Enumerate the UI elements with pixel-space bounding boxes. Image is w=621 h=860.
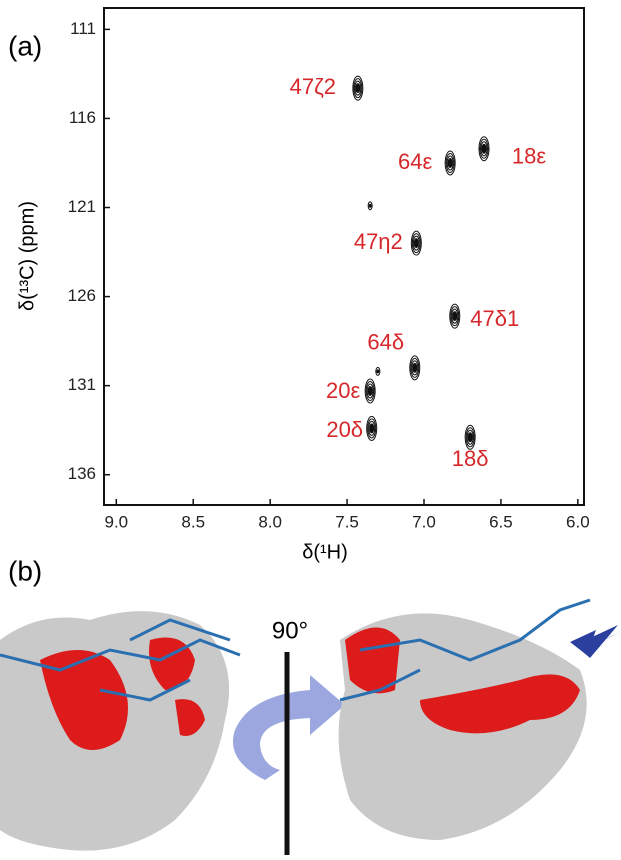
contour	[368, 386, 372, 395]
peak-label: 18δ	[452, 446, 489, 471]
contour	[414, 239, 418, 248]
y-tick-label: 116	[69, 108, 96, 127]
contour	[370, 424, 374, 433]
peak-label: 64ε	[398, 149, 432, 174]
y-tick-label: 121	[68, 197, 96, 216]
panel-label: (a)	[8, 30, 42, 61]
peak-label: 20ε	[326, 378, 360, 403]
peak	[376, 367, 380, 375]
contour	[482, 144, 486, 153]
peak	[410, 356, 420, 380]
peak	[411, 231, 421, 255]
contour	[377, 370, 379, 373]
y-tick-label: 126	[68, 286, 96, 305]
y-tick-label: 136	[68, 464, 96, 483]
y-axis-label: δ(¹³C) (ppm)	[16, 201, 38, 311]
y-tick-label: 131	[68, 375, 96, 394]
molecule-left	[0, 611, 240, 851]
x-tick-label: 7.0	[412, 512, 436, 531]
rotation-label: 90°	[272, 617, 308, 644]
panel-label: (b)	[8, 555, 42, 586]
peak-label: 18ε	[512, 144, 546, 169]
contour	[448, 158, 452, 167]
y-tick-label: 111	[70, 19, 96, 38]
peak-label: 47η2	[354, 229, 403, 254]
contour	[356, 84, 360, 93]
contour	[468, 433, 472, 442]
peak-label: 47ζ2	[290, 74, 336, 99]
peak	[365, 379, 375, 403]
x-tick-label: 6.5	[489, 512, 513, 531]
page: {"panels": {"a": "(a)", "b": "(b)"}, "ch…	[0, 0, 621, 860]
x-tick-label: 8.0	[258, 512, 282, 531]
peak	[353, 76, 363, 100]
x-tick-label: 9.0	[104, 512, 128, 531]
peak-label: 47δ1	[470, 306, 519, 331]
peak	[450, 304, 460, 328]
peak	[445, 151, 455, 175]
molecule-right	[339, 600, 590, 840]
x-axis-label: δ(¹H)	[302, 541, 348, 563]
x-tick-label: 8.5	[181, 512, 205, 531]
x-tick-label: 7.5	[335, 512, 359, 531]
figure: (a) (b) δ(¹H) δ(¹³C) (ppm) 90° 9.0 8.5 8.0…	[0, 0, 621, 855]
contour	[413, 363, 417, 372]
contour	[369, 204, 371, 207]
peak	[479, 137, 489, 161]
x-tick-label: 6.0	[566, 512, 590, 531]
peak-label: 20δ	[326, 417, 363, 442]
peak	[367, 416, 377, 440]
peak	[368, 202, 372, 210]
peak-label: 64δ	[367, 330, 404, 355]
contour	[453, 312, 457, 321]
